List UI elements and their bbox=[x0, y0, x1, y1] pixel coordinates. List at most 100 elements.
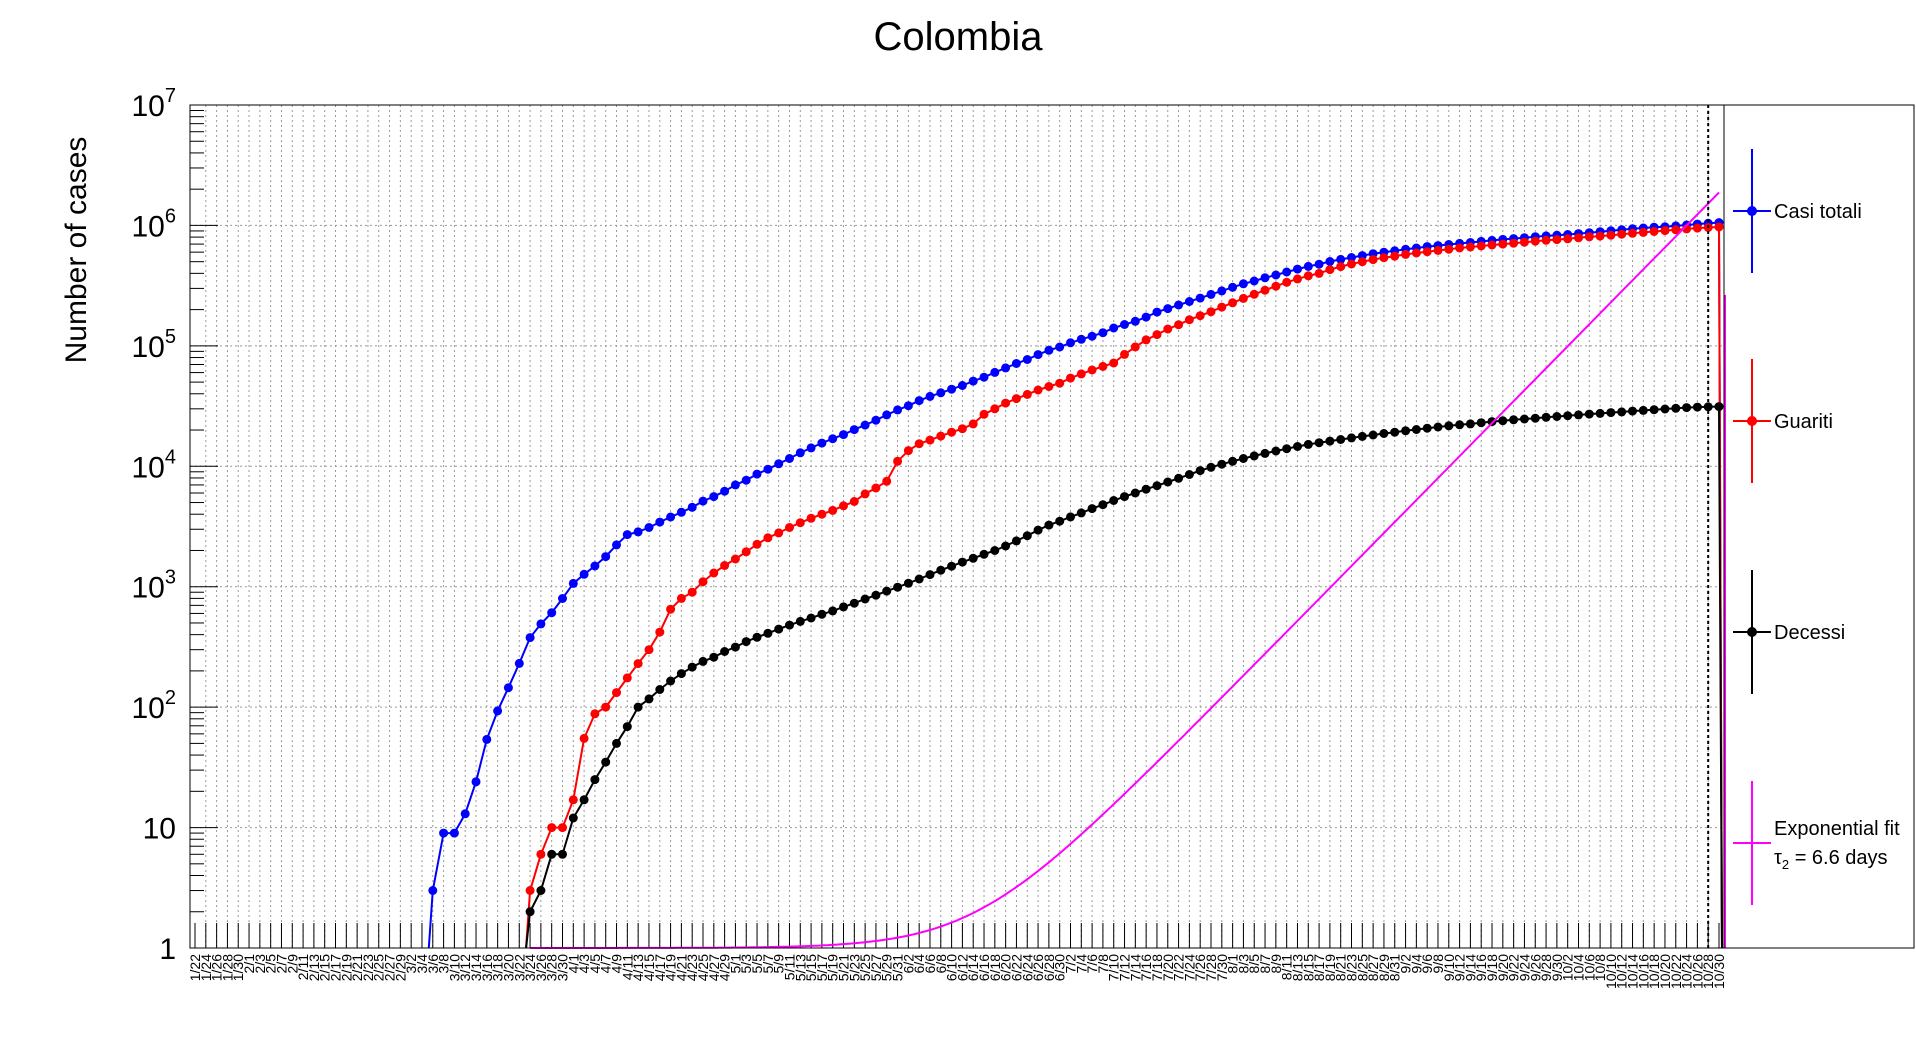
x-tick-label: 6/14 bbox=[965, 954, 981, 981]
x-tick-label: 9/2 bbox=[1398, 954, 1414, 974]
data-point bbox=[687, 587, 697, 597]
data-point bbox=[1238, 279, 1248, 289]
y-tick-label: 106 bbox=[132, 205, 177, 243]
series-layer bbox=[427, 105, 1726, 949]
x-tick-label: 6/18 bbox=[987, 954, 1003, 981]
data-point bbox=[579, 569, 589, 579]
legend-label: Exponential fit bbox=[1774, 818, 1900, 840]
x-tick-label: 9/18 bbox=[1484, 954, 1500, 981]
data-point bbox=[698, 656, 708, 666]
data-point bbox=[1325, 265, 1335, 275]
data-point bbox=[806, 443, 816, 453]
x-tick-label: 10/24 bbox=[1679, 954, 1695, 989]
data-point bbox=[763, 464, 773, 474]
data-point bbox=[579, 795, 589, 805]
data-point bbox=[1206, 289, 1216, 299]
x-tick-label: 3/10 bbox=[446, 954, 462, 981]
x-tick-label: 7/24 bbox=[1181, 954, 1197, 981]
data-point bbox=[547, 823, 557, 833]
data-point bbox=[860, 489, 870, 499]
x-tick-label: 4/19 bbox=[663, 954, 679, 981]
x-axis-ticks: 1/221/241/261/281/302/12/32/52/72/92/112… bbox=[187, 923, 1727, 989]
data-point bbox=[1163, 304, 1173, 314]
data-point bbox=[1595, 231, 1605, 241]
y-axis-label: Number of cases bbox=[60, 137, 93, 364]
x-tick-label: 9/10 bbox=[1441, 954, 1457, 981]
data-point bbox=[1087, 331, 1097, 341]
data-point bbox=[1184, 470, 1194, 479]
x-tick-label: 5/21 bbox=[836, 954, 852, 981]
x-tick-label: 2/15 bbox=[317, 954, 333, 981]
data-point bbox=[1357, 431, 1367, 441]
data-point bbox=[1476, 418, 1486, 428]
x-tick-label: 2/27 bbox=[382, 954, 398, 981]
x-tick-label: 5/27 bbox=[868, 954, 884, 981]
data-point bbox=[979, 549, 989, 559]
data-point bbox=[1660, 226, 1670, 236]
data-point bbox=[1238, 454, 1248, 463]
x-tick-label: 4/7 bbox=[598, 954, 614, 974]
x-tick-label: 8/31 bbox=[1387, 954, 1403, 981]
x-tick-label: 7/28 bbox=[1203, 954, 1219, 981]
x-tick-label: 5/1 bbox=[727, 954, 743, 974]
data-point bbox=[947, 427, 957, 437]
y-tick-exponent: 2 bbox=[165, 687, 176, 709]
data-point bbox=[1541, 235, 1551, 245]
data-point bbox=[1217, 302, 1227, 312]
data-point bbox=[525, 907, 535, 917]
x-tick-label: 3/2 bbox=[403, 954, 419, 974]
grid bbox=[190, 105, 1724, 948]
data-point bbox=[817, 438, 827, 448]
legend-label-fit-param: τ2 = 6.6 days bbox=[1774, 847, 1888, 872]
y-tick-base: 10 bbox=[132, 451, 165, 484]
data-point bbox=[741, 547, 751, 557]
data-point bbox=[1465, 419, 1475, 429]
data-point bbox=[1087, 504, 1097, 514]
x-tick-label: 10/12 bbox=[1614, 954, 1630, 989]
series-line-rise bbox=[525, 911, 532, 949]
x-tick-label: 7/16 bbox=[1138, 954, 1154, 981]
data-point bbox=[1530, 413, 1540, 423]
y-tick-base: 10 bbox=[132, 572, 165, 605]
data-point bbox=[1390, 251, 1400, 261]
data-point bbox=[752, 632, 762, 642]
data-point bbox=[579, 733, 589, 743]
data-point bbox=[871, 415, 881, 425]
data-point bbox=[1066, 373, 1075, 383]
x-tick-label: 2/21 bbox=[349, 954, 365, 981]
legend-label: Casi totali bbox=[1774, 201, 1862, 223]
data-point bbox=[1411, 425, 1421, 434]
x-tick-label: 4/1 bbox=[565, 954, 581, 974]
data-point bbox=[1163, 477, 1173, 487]
x-tick-label: 2/11 bbox=[295, 954, 311, 980]
data-point bbox=[1130, 488, 1140, 498]
data-point bbox=[1098, 361, 1108, 371]
x-tick-label: 5/5 bbox=[749, 954, 765, 974]
y-tick-label: 105 bbox=[132, 326, 177, 364]
x-tick-label: 3/24 bbox=[522, 954, 538, 981]
x-tick-label: 8/27 bbox=[1365, 954, 1381, 981]
x-tick-label: 7/12 bbox=[1117, 954, 1133, 981]
x-tick-label: 5/23 bbox=[846, 954, 862, 981]
data-point bbox=[893, 405, 903, 415]
data-point bbox=[1574, 233, 1583, 243]
x-tick-label: 3/20 bbox=[500, 954, 516, 981]
data-point bbox=[795, 448, 805, 458]
data-point bbox=[849, 425, 859, 435]
data-point bbox=[1066, 338, 1075, 348]
data-point bbox=[1174, 300, 1184, 310]
data-point bbox=[990, 404, 1000, 414]
data-point bbox=[1195, 466, 1205, 476]
data-point bbox=[1433, 422, 1443, 432]
data-point bbox=[817, 609, 827, 619]
data-point bbox=[547, 849, 557, 859]
data-point bbox=[1465, 242, 1475, 252]
data-point bbox=[1217, 459, 1227, 469]
x-tick-label: 9/14 bbox=[1462, 954, 1478, 981]
data-point bbox=[709, 652, 719, 662]
data-point bbox=[449, 828, 459, 838]
y-tick-exponent: 5 bbox=[165, 326, 176, 348]
y-tick-label: 103 bbox=[132, 567, 177, 605]
data-point bbox=[936, 388, 946, 398]
data-point bbox=[687, 662, 697, 672]
